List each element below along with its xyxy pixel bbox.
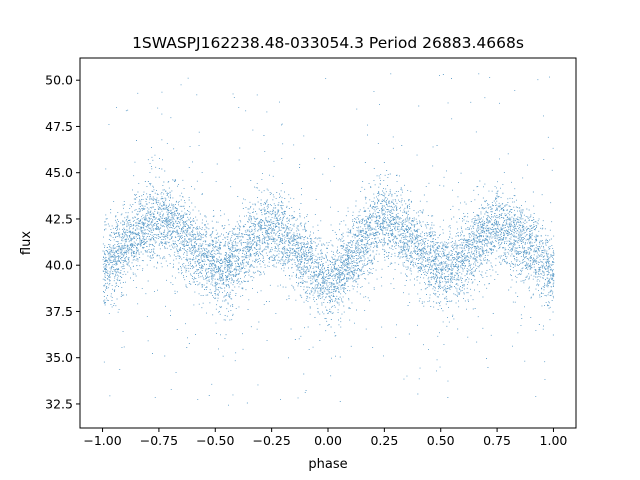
- x-tick-label: 0.00: [314, 433, 342, 448]
- y-tick-label: 50.0: [45, 73, 73, 88]
- x-tick-label: 0.25: [370, 433, 398, 448]
- chart-title: 1SWASPJ162238.48-033054.3 Period 26883.4…: [132, 34, 524, 52]
- x-tick-label: 0.50: [427, 433, 455, 448]
- scatter-points: [102, 73, 555, 406]
- scatter-point-cloud: [102, 73, 555, 406]
- x-tick-label: −0.50: [196, 433, 234, 448]
- y-tick-label: 42.5: [45, 211, 73, 226]
- y-tick-label: 47.5: [45, 119, 73, 134]
- x-axis: −1.00 −0.75 −0.50 −0.25 0.00 0.25 0.50 0.75 1.00: [83, 428, 567, 448]
- x-tick-label: −0.25: [252, 433, 290, 448]
- x-tick-label: 0.75: [483, 433, 511, 448]
- x-tick-label: −1.00: [83, 433, 121, 448]
- y-tick-label: 32.5: [45, 396, 73, 411]
- x-axis-label: phase: [308, 457, 347, 472]
- x-tick-label: −0.75: [140, 433, 178, 448]
- y-tick-label: 35.0: [45, 350, 73, 365]
- y-tick-label: 37.5: [45, 304, 73, 319]
- y-tick-label: 45.0: [45, 165, 73, 180]
- x-tick-label: 1.00: [540, 433, 568, 448]
- y-axis: 32.5 35.0 37.5 40.0 42.5 45.0 47.5 50.0: [45, 73, 80, 411]
- y-tick-label: 40.0: [45, 258, 73, 273]
- y-axis-label: flux: [19, 231, 34, 255]
